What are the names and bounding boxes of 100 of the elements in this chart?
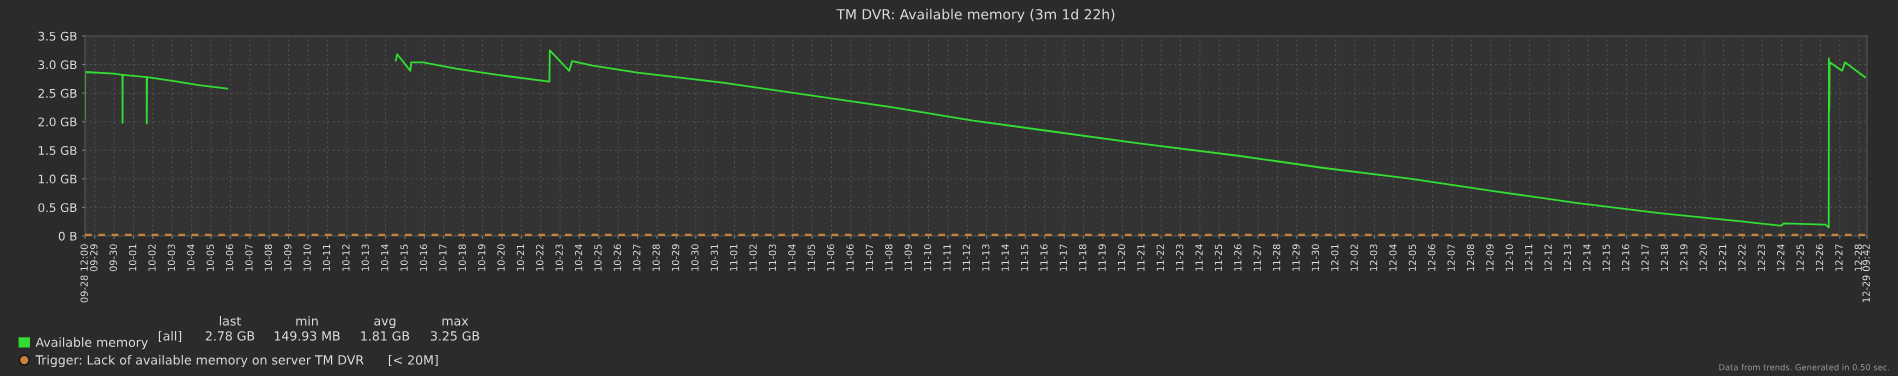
x-tick-label: 12-29 09:42 <box>1862 244 1870 302</box>
text: avg <box>374 318 396 329</box>
x-tick-label: 11-26 <box>1234 244 1242 271</box>
x-tick-label: 11-21 <box>1137 244 1145 271</box>
x-tick-label: 11-02 <box>749 244 757 271</box>
x-tick-label: 12-28 <box>1854 244 1862 271</box>
y-tick-label: 0.5 GB <box>38 203 77 213</box>
x-tick-label: 12-10 <box>1505 244 1513 271</box>
x-tick-label: 11-09 <box>904 244 912 271</box>
x-tick-label: 10-09 <box>284 244 292 271</box>
x-tick-label: 11-28 <box>1272 244 1281 271</box>
x-tick-label: 10-13 <box>361 244 369 271</box>
text: Data from trends. Generated in 0.50 sec. <box>1719 363 1890 371</box>
x-tick-label: 10-28 <box>652 244 660 271</box>
y-tick-label: 3.5 GB <box>38 31 77 41</box>
x-tick-label: 10-07 <box>245 244 253 271</box>
x-tick-label: 11-27 <box>1253 244 1261 271</box>
x-tick-label: 12-16 <box>1621 244 1630 271</box>
x-tick-label: 10-10 <box>303 244 311 271</box>
x-tick-label: 10-27 <box>633 244 641 271</box>
x-tick-label: 12-17 <box>1641 244 1649 271</box>
legend-label: Available memory <box>35 337 148 350</box>
x-tick-label: 12-03 <box>1369 244 1378 271</box>
y-tick-label: 0 B <box>58 231 77 241</box>
x-tick-label: 11-25 <box>1214 244 1223 271</box>
x-tick-label: 12-24 <box>1777 244 1785 271</box>
x-tick-label: 09-29 <box>90 244 98 272</box>
x-tick-label: 10-31 <box>710 244 718 271</box>
x-tick-label: 11-04 <box>788 244 796 271</box>
x-tick-label: 12-12 <box>1544 244 1552 271</box>
x-tick-label: 09-30 <box>109 244 117 272</box>
x-tick-label: 12-14 <box>1583 244 1591 271</box>
x-tick-label: 10-01 <box>128 244 137 271</box>
y-tick-label: 1.0 GB <box>38 174 77 184</box>
x-tick-label: 12-23 <box>1757 244 1766 271</box>
x-tick-label: 10-20 <box>497 244 505 271</box>
x-tick-label: 12-13 <box>1563 244 1572 271</box>
x-tick-label: 11-14 <box>1001 244 1009 271</box>
x-tick-label: 12-05 <box>1408 244 1417 271</box>
x-tick-label: 10-04 <box>187 244 195 271</box>
x-tick-label: 11-15 <box>1021 244 1029 271</box>
x-tick-label: 11-06 <box>826 244 835 271</box>
x-tick-label: 12-08 <box>1466 244 1475 271</box>
x-tick-label: 10-02 <box>148 244 156 271</box>
x-tick-label: 11-23 <box>1175 244 1184 271</box>
x-tick-label: 12-22 <box>1738 244 1746 271</box>
x-tick-label: 10-24 <box>574 244 583 271</box>
x-tick-label: 12-20 <box>1699 244 1707 271</box>
x-tick-label: 12-07 <box>1447 244 1455 271</box>
x-tick-label: 09-28 12:00 <box>80 244 88 303</box>
x-tick-label: 12-04 <box>1389 244 1397 271</box>
x-tick-label: 12-27 <box>1835 244 1843 271</box>
x-tick-label: 10-12 <box>342 244 350 271</box>
x-tick-label: 10-26 <box>613 244 622 271</box>
text: [all] <box>158 330 182 343</box>
x-tick-label: 11-01 <box>730 244 738 271</box>
x-tick-label: 10-25 <box>594 244 602 271</box>
x-tick-label: 12-26 <box>1815 244 1824 271</box>
x-tick-label: 12-02 <box>1350 244 1358 271</box>
y-tick-label: 3.0 GB <box>38 60 77 70</box>
x-tick-label: 11-08 <box>885 244 893 271</box>
text: 3.25 GB <box>430 331 480 341</box>
legend-label: Trigger: Lack of available memory on server TM DVR [< 20M] <box>35 354 438 368</box>
x-tick-label: 11-03 <box>768 244 777 271</box>
x-tick-label: 12-19 <box>1680 244 1688 271</box>
x-tick-label: 10-18 <box>458 244 466 271</box>
x-tick-label: 10-29 <box>671 244 680 271</box>
x-tick-label: 11-12 <box>962 244 970 271</box>
chart-title: TM DVR: Available memory (3m 1d 22h) <box>836 8 1115 23</box>
x-tick-label: 11-06 <box>846 244 854 271</box>
x-tick-label: 11-18 <box>1079 244 1087 271</box>
x-tick-label: 12-01 <box>1331 244 1339 271</box>
text: 2.78 GB <box>205 331 255 341</box>
x-tick-label: 10-06 <box>225 244 234 271</box>
x-tick-label: 10-03 <box>167 244 176 271</box>
x-tick-label: 12-06 <box>1428 244 1436 271</box>
x-tick-label: 11-16 <box>1040 244 1048 271</box>
x-tick-label: 12-15 <box>1602 244 1610 271</box>
x-tick-label: 11-05 <box>807 244 815 271</box>
x-tick-label: 10-14 <box>381 244 389 271</box>
x-tick-label: 12-21 <box>1718 244 1727 271</box>
y-tick-label: 2.5 GB <box>38 88 77 98</box>
x-tick-label: 11-19 <box>1098 244 1106 271</box>
x-tick-label: 12-09 <box>1486 244 1494 271</box>
x-tick-label: 10-15 <box>400 244 408 271</box>
x-tick-label: 12-25 <box>1796 244 1804 271</box>
text: max <box>442 318 469 326</box>
x-tick-label: 10-21 <box>516 244 525 271</box>
y-tick-label: 2.0 GB <box>38 117 77 127</box>
x-tick-label: 11-29 <box>1292 244 1300 271</box>
x-tick-label: 11-13 <box>982 244 990 271</box>
text: last <box>219 315 241 326</box>
text: 1.81 GB <box>361 331 410 341</box>
x-tick-label: 10-11 <box>322 244 331 271</box>
text: min <box>296 315 318 326</box>
x-tick-label: 12-18 <box>1660 244 1669 271</box>
x-tick-label: 10-17 <box>439 244 447 271</box>
x-tick-label: 11-11 <box>943 244 951 271</box>
x-tick-label: 10-30 <box>691 244 699 271</box>
x-tick-label: 10-23 <box>555 244 563 271</box>
